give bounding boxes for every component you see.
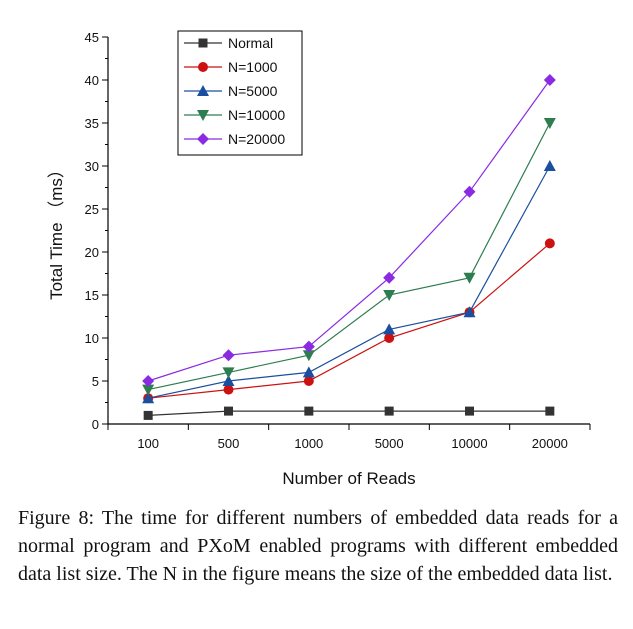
legend-marker <box>198 38 208 48</box>
y-tick-label: 5 <box>92 374 99 389</box>
y-tick-label: 40 <box>85 73 99 88</box>
data-point <box>384 333 395 343</box>
data-point <box>302 340 315 353</box>
data-point <box>383 271 396 284</box>
data-point <box>222 349 235 362</box>
data-point <box>222 367 235 379</box>
legend-item: N=1000 <box>184 59 278 75</box>
y-tick-label: 10 <box>85 331 99 346</box>
legend-item: N=5000 <box>184 83 278 99</box>
series-line <box>147 79 551 382</box>
x-tick-label: 500 <box>218 436 240 451</box>
y-tick-label: 0 <box>92 417 99 432</box>
data-point <box>142 392 155 404</box>
data-point <box>543 160 556 171</box>
y-tick-label: 35 <box>85 116 99 131</box>
series-n-10000 <box>142 118 556 396</box>
data-point <box>224 406 233 416</box>
series-n-1000 <box>143 238 555 404</box>
legend-marker <box>197 133 209 145</box>
x-tick-label: 5000 <box>375 436 404 451</box>
data-point <box>302 366 315 378</box>
data-point <box>463 306 476 318</box>
legend-item: N=20000 <box>184 131 285 147</box>
x-tick-label: 1000 <box>294 436 323 451</box>
data-point <box>143 410 153 420</box>
legend-box <box>177 30 303 156</box>
y-axis-title: Total Time （ms） <box>47 161 66 300</box>
series-n-5000 <box>142 160 556 404</box>
y-tick-label: 20 <box>85 245 99 260</box>
axes: 0 5 10 15 20 25 30 35 40 45 100 500 1000 5000 10000 200… <box>85 30 591 451</box>
series-line <box>148 122 551 391</box>
data-point <box>383 290 396 301</box>
data-point <box>383 323 396 335</box>
legend-item: N=10000 <box>184 107 285 123</box>
x-tick-label: 10000 <box>451 436 487 451</box>
x-tick-label: 100 <box>137 436 159 451</box>
data-point <box>222 375 235 386</box>
legend: Normal N=1000 N=5000 N=10000 N=20000 <box>177 30 303 156</box>
legend-item: Normal <box>184 35 273 51</box>
legend-label: N=20000 <box>228 131 285 147</box>
chart: 0 5 10 15 20 25 30 35 40 45 100 500 1000 5000 10000 200… <box>47 30 591 488</box>
data-point <box>465 406 474 416</box>
data-point <box>142 375 155 387</box>
series-layer <box>142 74 556 420</box>
legend-marker <box>197 85 209 96</box>
series-n-20000 <box>142 74 556 387</box>
figure-caption: Figure 8: The time for different numbers… <box>18 507 618 585</box>
data-point <box>543 118 556 129</box>
data-point <box>303 376 314 386</box>
legend-label: Normal <box>228 35 273 51</box>
series-line <box>148 165 551 399</box>
data-point <box>302 350 315 362</box>
data-point <box>545 406 555 416</box>
data-point <box>463 272 476 284</box>
data-point <box>384 406 394 416</box>
legend-label: N=10000 <box>228 107 285 123</box>
series-line <box>148 410 550 416</box>
y-tick-label: 45 <box>85 30 99 45</box>
x-axis-title: Number of Reads <box>282 469 415 488</box>
legend-marker <box>197 110 209 121</box>
y-tick-label: 30 <box>85 159 99 174</box>
data-point <box>304 406 314 416</box>
legend-label: N=1000 <box>228 59 278 75</box>
y-tick-label: 25 <box>85 202 99 217</box>
data-point <box>544 238 555 249</box>
data-point <box>223 384 234 395</box>
data-point <box>543 74 556 86</box>
y-tick-label: 15 <box>85 288 99 303</box>
legend-label: N=5000 <box>228 83 278 99</box>
series-normal <box>143 406 555 420</box>
data-point <box>463 185 476 198</box>
x-tick-label: 20000 <box>532 436 568 451</box>
data-point <box>142 384 155 396</box>
series-line <box>148 242 551 399</box>
legend-marker <box>198 62 208 72</box>
